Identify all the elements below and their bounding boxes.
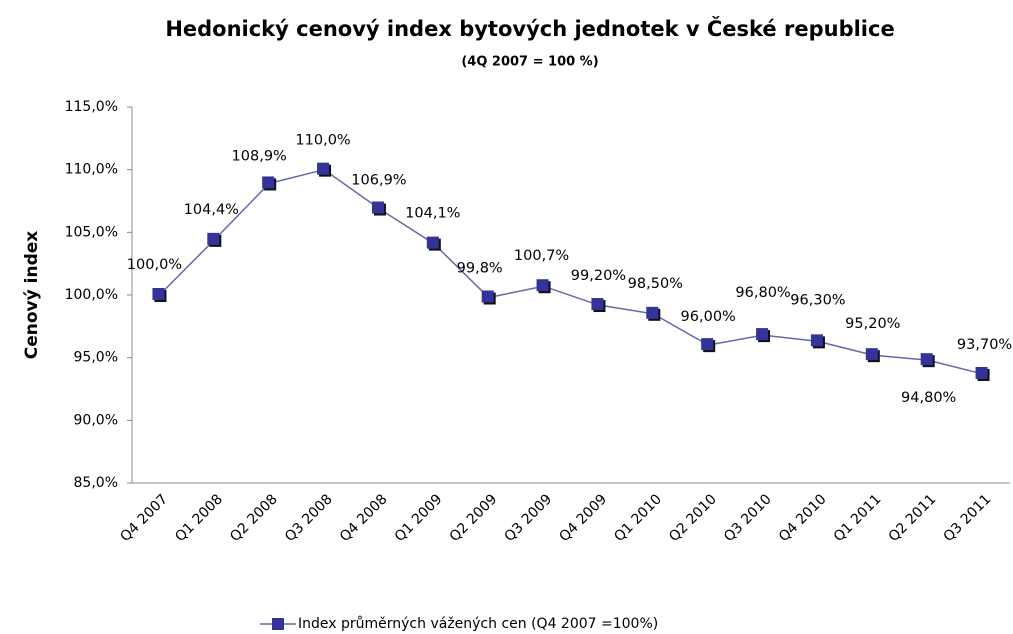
marker xyxy=(756,328,769,341)
x-tick-label: Q1 2009 xyxy=(392,491,446,545)
data-label: 99,8% xyxy=(457,261,503,277)
x-tick-label: Q1 2011 xyxy=(831,491,885,545)
marker xyxy=(317,162,330,175)
x-tick-label: Q1 2008 xyxy=(172,491,226,545)
data-label: 100,0% xyxy=(127,257,182,273)
x-tick-label: Q4 2007 xyxy=(117,491,171,545)
data-label: 94,80% xyxy=(901,390,956,406)
y-tick-label: 115,0% xyxy=(65,99,118,115)
y-tick-label: 95,0% xyxy=(74,350,118,366)
x-tick-label: Q4 2008 xyxy=(337,491,391,545)
x-tick-label: Q4 2010 xyxy=(776,491,830,545)
x-tick-label: Q2 2008 xyxy=(227,491,281,545)
y-tick-label: 85,0% xyxy=(74,475,118,491)
legend-label: Index průměrných vážených cen (Q4 2007 =… xyxy=(298,616,658,632)
marker xyxy=(262,176,275,189)
x-tick-label: Q1 2010 xyxy=(611,491,665,545)
y-axis-title: Cenový index xyxy=(22,231,42,359)
marker xyxy=(371,201,384,214)
data-label: 106,9% xyxy=(351,173,406,189)
data-label: 108,9% xyxy=(232,148,287,164)
marker xyxy=(701,338,714,351)
data-label: 99,20% xyxy=(571,268,626,284)
legend-marker xyxy=(272,618,284,630)
marker xyxy=(536,279,549,292)
marker xyxy=(207,232,220,245)
y-tick-label: 100,0% xyxy=(65,287,118,303)
x-tick-label: Q3 2010 xyxy=(721,491,775,545)
marker xyxy=(810,334,823,347)
y-tick-label: 105,0% xyxy=(65,224,118,240)
x-tick-label: Q4 2009 xyxy=(556,491,610,545)
data-label: 98,50% xyxy=(628,276,683,292)
marker xyxy=(865,348,878,361)
marker xyxy=(920,353,933,366)
data-label: 104,4% xyxy=(184,202,239,218)
data-label: 95,20% xyxy=(845,316,900,332)
marker xyxy=(975,366,988,379)
data-label: 104,1% xyxy=(405,206,460,222)
chart-title: Hedonický cenový index bytových jednotek… xyxy=(165,16,894,41)
data-label: 96,30% xyxy=(790,292,845,308)
data-label: 96,00% xyxy=(681,309,736,325)
data-label: 96,80% xyxy=(735,285,790,301)
marker xyxy=(481,290,494,303)
x-tick-label: Q2 2010 xyxy=(666,491,720,545)
marker xyxy=(591,298,604,311)
x-tick-label: Q3 2008 xyxy=(282,491,336,545)
marker xyxy=(646,306,659,319)
x-tick-label: Q3 2011 xyxy=(940,491,994,545)
marker xyxy=(152,288,165,300)
series-line xyxy=(158,168,983,375)
marker xyxy=(426,236,439,249)
data-label: 110,0% xyxy=(295,133,350,149)
x-tick-label: Q2 2011 xyxy=(886,491,940,545)
x-tick-label: Q2 2009 xyxy=(447,491,501,545)
chart-subtitle: (4Q 2007 = 100 %) xyxy=(461,55,598,70)
data-label: 93,70% xyxy=(957,337,1012,353)
y-tick-label: 110,0% xyxy=(65,162,118,178)
y-tick-label: 90,0% xyxy=(74,412,118,428)
x-tick-label: Q3 2009 xyxy=(501,491,555,545)
data-label: 100,7% xyxy=(514,248,569,264)
